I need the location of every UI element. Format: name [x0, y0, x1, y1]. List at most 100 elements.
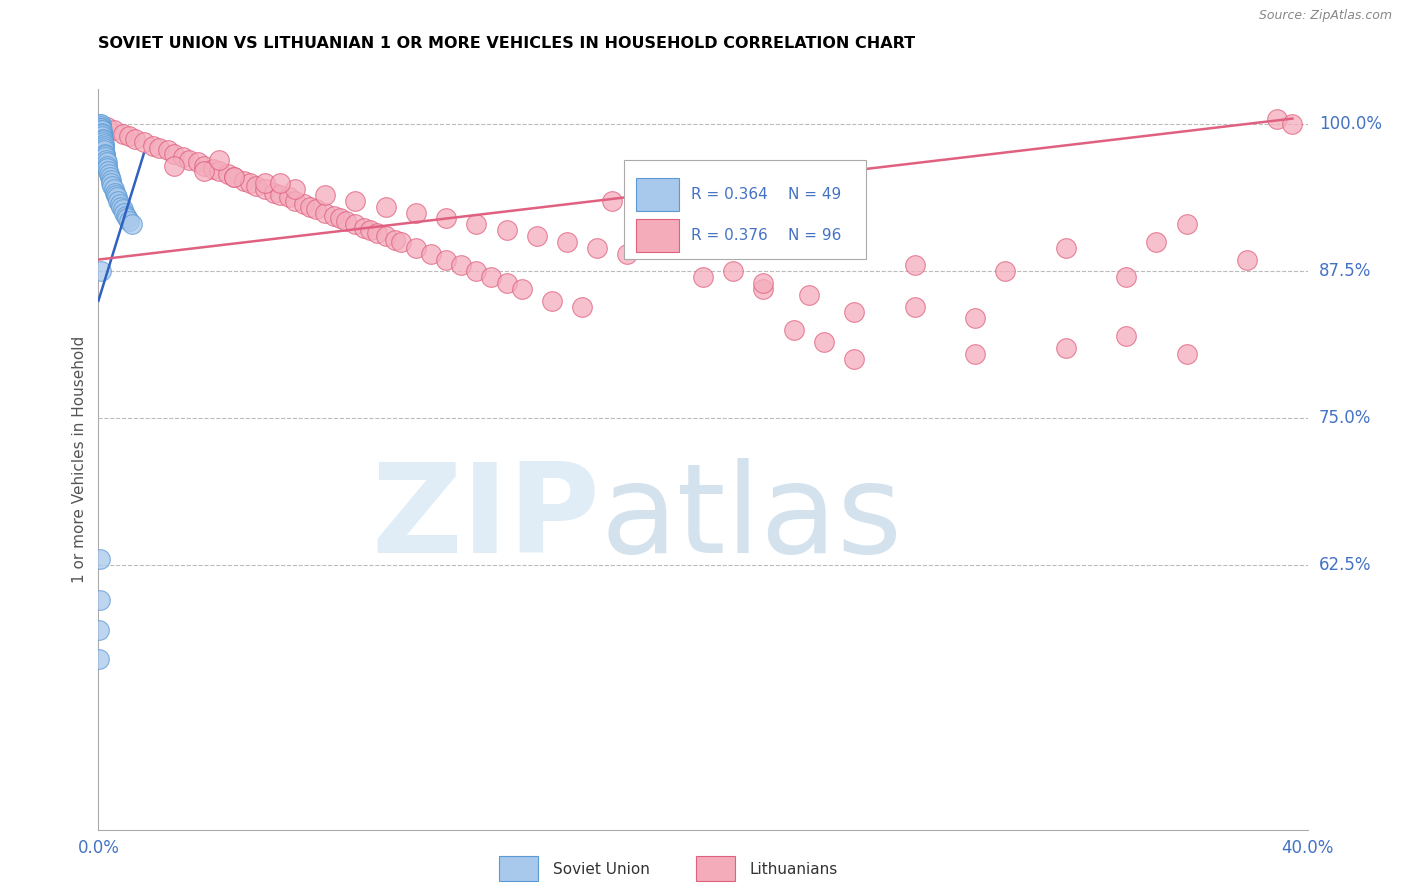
Point: [100, 172, 122, 186]
Point: [965, 311, 987, 326]
Point: [752, 282, 775, 296]
Point: [1267, 112, 1289, 126]
Point: [366, 226, 388, 240]
Bar: [637, 219, 679, 252]
Text: 100.0%: 100.0%: [1319, 115, 1382, 134]
Point: [1054, 241, 1077, 255]
Point: [163, 159, 186, 173]
Point: [112, 205, 135, 219]
Point: [91, 131, 114, 145]
Point: [616, 246, 638, 260]
Point: [374, 200, 396, 214]
Point: [465, 264, 488, 278]
Point: [90, 120, 112, 135]
Point: [94, 148, 117, 162]
Point: [94, 150, 117, 164]
Point: [105, 190, 128, 204]
Text: R = 0.376: R = 0.376: [690, 227, 768, 243]
Point: [1236, 252, 1258, 267]
Point: [93, 138, 115, 153]
Point: [844, 305, 866, 319]
Point: [526, 229, 548, 244]
Point: [450, 259, 472, 273]
Point: [193, 164, 215, 178]
Point: [269, 188, 291, 202]
Point: [844, 352, 866, 367]
Point: [555, 235, 578, 249]
Point: [172, 150, 194, 164]
Point: [1115, 270, 1137, 285]
Point: [91, 126, 114, 140]
Text: R = 0.364: R = 0.364: [690, 186, 768, 202]
Point: [1054, 341, 1077, 355]
Point: [97, 164, 120, 178]
Point: [263, 186, 285, 200]
Point: [98, 170, 121, 185]
Point: [602, 194, 624, 208]
Point: [389, 235, 412, 249]
Point: [93, 141, 115, 155]
Text: N = 96: N = 96: [787, 227, 841, 243]
Point: [93, 137, 115, 152]
Point: [253, 176, 276, 190]
Point: [323, 209, 346, 223]
Text: Lithuanians: Lithuanians: [749, 863, 838, 877]
Point: [353, 220, 375, 235]
Point: [284, 194, 307, 208]
Point: [163, 146, 186, 161]
Point: [631, 200, 654, 214]
Point: [495, 276, 517, 290]
Point: [752, 276, 775, 290]
Point: [813, 334, 835, 349]
Point: [571, 300, 593, 314]
Point: [420, 246, 443, 260]
Point: [118, 214, 141, 228]
Point: [89, 120, 111, 134]
Point: [90, 123, 112, 137]
Point: [156, 144, 179, 158]
Point: [124, 131, 146, 145]
Text: 75.0%: 75.0%: [1319, 409, 1371, 427]
Point: [269, 176, 291, 190]
Point: [994, 264, 1017, 278]
Point: [405, 205, 427, 219]
Point: [87, 652, 110, 666]
Point: [104, 186, 127, 200]
Point: [193, 159, 215, 173]
Point: [202, 162, 225, 177]
Point: [91, 129, 114, 144]
Point: [661, 205, 683, 219]
Point: [96, 159, 118, 173]
Point: [434, 211, 457, 226]
Point: [91, 133, 114, 147]
Point: [277, 190, 299, 204]
Point: [91, 135, 114, 149]
Point: [540, 293, 562, 308]
Point: [90, 264, 112, 278]
FancyBboxPatch shape: [624, 160, 866, 260]
Point: [405, 241, 427, 255]
Point: [101, 178, 124, 193]
Point: [91, 127, 114, 141]
Point: [904, 300, 927, 314]
Point: [360, 223, 382, 237]
Point: [94, 153, 117, 167]
Point: [344, 194, 367, 208]
Text: ZIP: ZIP: [371, 458, 600, 579]
Point: [1175, 218, 1198, 232]
Point: [118, 129, 141, 144]
Point: [314, 188, 336, 202]
Point: [94, 146, 117, 161]
Point: [89, 118, 111, 132]
Point: [904, 259, 927, 273]
Point: [96, 161, 118, 175]
Point: [723, 264, 745, 278]
Point: [481, 270, 503, 285]
Point: [1115, 329, 1137, 343]
Point: [1281, 118, 1303, 132]
Point: [110, 200, 132, 214]
Text: N = 49: N = 49: [787, 186, 841, 202]
Point: [90, 120, 112, 135]
Point: [114, 209, 136, 223]
Point: [495, 223, 517, 237]
